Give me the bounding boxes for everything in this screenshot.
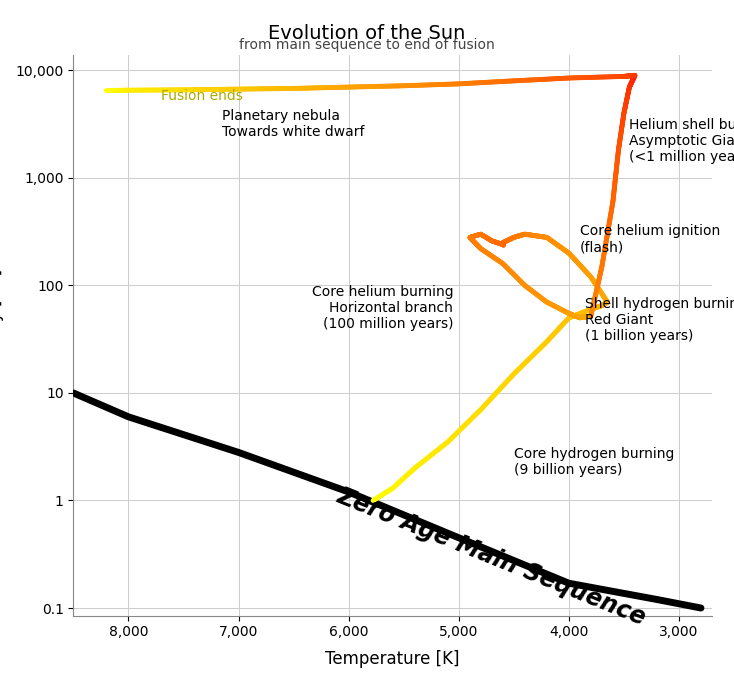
Text: Helium shell burning
Asymptotic Giant Branch
(<1 million years): Helium shell burning Asymptotic Giant Br… bbox=[629, 118, 734, 164]
Text: Core helium ignition
(flash): Core helium ignition (flash) bbox=[580, 224, 720, 254]
Text: Core helium burning
Horizontal branch
(100 million years): Core helium burning Horizontal branch (1… bbox=[312, 285, 453, 331]
Text: Planetary nebula
Towards white dwarf: Planetary nebula Towards white dwarf bbox=[222, 109, 365, 139]
Text: Zero Age Main Sequence: Zero Age Main Sequence bbox=[334, 484, 650, 630]
Text: Fusion ends: Fusion ends bbox=[161, 89, 244, 103]
Text: Shell hydrogen burning
Red Giant
(1 billion years): Shell hydrogen burning Red Giant (1 bill… bbox=[586, 297, 734, 343]
Text: from main sequence to end of fusion: from main sequence to end of fusion bbox=[239, 38, 495, 51]
Text: Evolution of the Sun: Evolution of the Sun bbox=[269, 24, 465, 43]
Text: Core hydrogen burning
(9 billion years): Core hydrogen burning (9 billion years) bbox=[514, 447, 674, 477]
X-axis label: Temperature [K]: Temperature [K] bbox=[325, 650, 460, 668]
Y-axis label: Luminosity [L☉]: Luminosity [L☉] bbox=[0, 269, 4, 402]
